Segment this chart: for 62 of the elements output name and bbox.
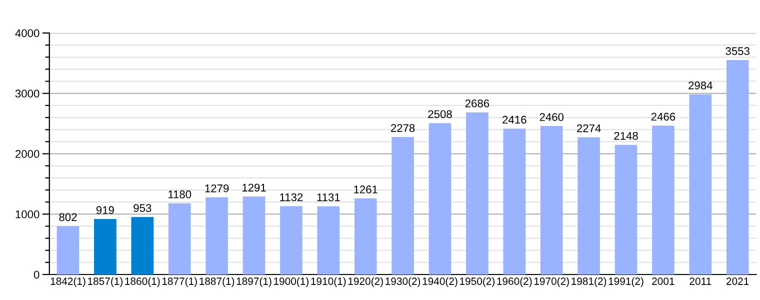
bar [726,60,749,274]
data-label: 2508 [428,110,452,118]
bar [94,219,116,274]
y-tick-label: 3000 [15,90,40,98]
bar [428,123,452,274]
data-label: 919 [96,206,114,214]
y-tick-label: 0 [34,270,40,279]
data-label: 2274 [577,124,601,132]
bar [578,137,600,274]
x-tick-label: 1877(1) [162,277,197,287]
bar [56,226,80,274]
x-tick-label: 2001 [652,278,674,285]
x-tick-label: 1887(1) [200,277,234,287]
data-label: 2148 [614,132,638,140]
x-tick-label: 1940(2) [422,277,458,287]
bar [131,216,154,274]
x-tick-label: 1897(1) [236,277,272,287]
x-tick-label: 1981(2) [572,277,606,287]
bar [242,196,266,274]
x-tick-label: 2021 [726,278,749,285]
x-tick-label: 1930(2) [386,277,420,287]
x-tick-label: 1842(1) [50,277,86,287]
data-label: 2466 [651,112,676,121]
bar [392,136,414,274]
x-tick-label: 1970(2) [534,277,569,287]
data-label: 2984 [688,82,712,90]
x-tick-label: 1910(1) [311,277,346,287]
data-label: 953 [134,204,152,212]
data-label: 1291 [242,184,266,192]
bar [354,198,377,274]
y-tick-label: 4000 [15,29,40,38]
x-tick-label: 1860(1) [125,277,160,287]
bar [466,112,488,274]
bar [540,126,563,274]
x-tick-label: 2011 [690,278,712,285]
data-label: 1261 [354,186,378,194]
x-tick-label: 1950(2) [460,277,495,287]
y-tick-label: 2000 [16,150,40,158]
x-tick-label: 1900(1) [274,277,309,287]
bar [317,206,340,274]
data-label: 2460 [540,113,564,122]
data-label: 2416 [502,116,526,124]
data-label: 802 [59,213,77,222]
bar [689,94,712,274]
data-label: 1131 [317,193,340,202]
x-tick-label: 1857(1) [88,277,123,287]
bar [206,197,228,274]
y-tick-label: 1000 [16,210,40,218]
data-label: 2686 [465,99,490,108]
bar [614,144,638,274]
data-label: 3553 [726,47,750,56]
x-tick-label: 1960(2) [497,277,532,287]
data-label: 2278 [391,124,415,132]
data-label: 1279 [205,184,229,192]
data-label: 1180 [168,190,192,198]
bar [652,126,674,274]
x-tick-label: 1991(2) [608,277,644,287]
bar [168,203,191,274]
bar [503,128,526,274]
bar [280,206,302,274]
data-label: 1132 [280,193,303,202]
x-tick-label: 1920(2) [348,277,383,287]
